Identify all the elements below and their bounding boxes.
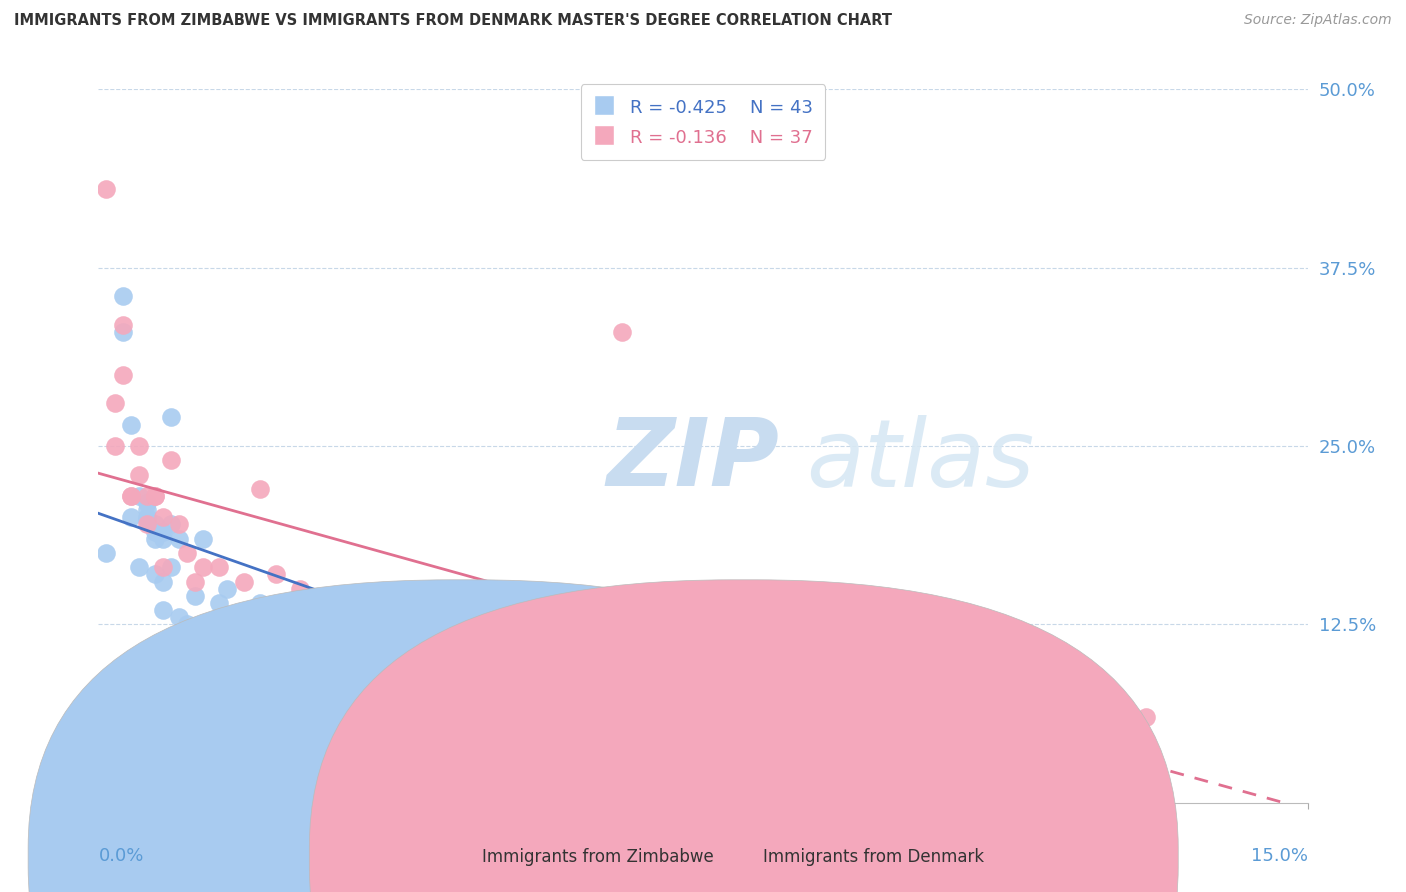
Point — [329, 641, 352, 656]
Text: Immigrants from Zimbabwe: Immigrants from Zimbabwe — [482, 848, 714, 866]
Point — [974, 681, 997, 696]
Text: Source: ZipAtlas.com: Source: ZipAtlas.com — [1244, 13, 1392, 28]
Point — [329, 596, 352, 610]
Point — [288, 582, 311, 596]
Point — [813, 660, 835, 674]
Point — [143, 532, 166, 546]
Point — [135, 503, 157, 517]
Point — [288, 610, 311, 624]
Point — [103, 396, 125, 410]
Point — [143, 524, 166, 539]
Y-axis label: Master's Degree: Master's Degree — [0, 378, 8, 514]
Point — [103, 439, 125, 453]
Point — [135, 513, 157, 527]
Point — [167, 532, 190, 546]
Point — [160, 410, 183, 425]
Text: 15.0%: 15.0% — [1250, 847, 1308, 865]
Point — [232, 574, 254, 589]
Point — [152, 510, 174, 524]
Point — [193, 532, 215, 546]
Point — [450, 624, 472, 639]
Point — [1135, 710, 1157, 724]
Point — [530, 660, 553, 674]
Point — [120, 417, 142, 432]
Point — [135, 496, 157, 510]
Point — [111, 368, 134, 382]
Point — [160, 517, 183, 532]
Point — [571, 674, 593, 689]
Point — [409, 596, 432, 610]
Point — [128, 560, 150, 574]
Point — [370, 656, 392, 670]
Point — [143, 489, 166, 503]
Text: IMMIGRANTS FROM ZIMBABWE VS IMMIGRANTS FROM DENMARK MASTER'S DEGREE CORRELATION : IMMIGRANTS FROM ZIMBABWE VS IMMIGRANTS F… — [14, 13, 891, 29]
Point — [128, 467, 150, 482]
Point — [160, 453, 183, 467]
Point — [184, 589, 207, 603]
Point — [813, 781, 835, 796]
Point — [135, 489, 157, 503]
Point — [491, 681, 513, 696]
Point — [143, 489, 166, 503]
Point — [167, 517, 190, 532]
Point — [409, 660, 432, 674]
Point — [571, 660, 593, 674]
Point — [370, 610, 392, 624]
Point — [208, 560, 231, 574]
Point — [224, 624, 246, 639]
Point — [184, 574, 207, 589]
Text: 0.0%: 0.0% — [98, 847, 143, 865]
Point — [135, 510, 157, 524]
Point — [651, 703, 673, 717]
Legend: R = -0.425    N = 43, R = -0.136    N = 37: R = -0.425 N = 43, R = -0.136 N = 37 — [581, 84, 825, 160]
Point — [120, 489, 142, 503]
Point — [111, 325, 134, 339]
Point — [143, 567, 166, 582]
Point — [176, 546, 198, 560]
Point — [128, 489, 150, 503]
Point — [160, 560, 183, 574]
Point — [111, 289, 134, 303]
Point — [135, 517, 157, 532]
Point — [249, 482, 271, 496]
Point — [491, 660, 513, 674]
Point — [612, 325, 634, 339]
Point — [120, 489, 142, 503]
Point — [176, 617, 198, 632]
Point — [217, 582, 239, 596]
Point — [893, 781, 915, 796]
Point — [208, 596, 231, 610]
Text: atlas: atlas — [806, 415, 1033, 506]
Point — [152, 560, 174, 574]
Point — [264, 567, 287, 582]
Point — [120, 510, 142, 524]
Point — [111, 318, 134, 332]
Point — [143, 517, 166, 532]
Text: Immigrants from Denmark: Immigrants from Denmark — [763, 848, 984, 866]
Point — [152, 532, 174, 546]
Point — [152, 574, 174, 589]
Point — [152, 524, 174, 539]
Point — [249, 596, 271, 610]
Point — [1054, 767, 1077, 781]
Point — [651, 660, 673, 674]
Text: ZIP: ZIP — [606, 414, 779, 507]
Point — [733, 781, 755, 796]
Point — [96, 182, 118, 196]
Point — [167, 610, 190, 624]
Point — [974, 767, 997, 781]
Point — [193, 560, 215, 574]
Point — [152, 603, 174, 617]
Point — [128, 439, 150, 453]
Point — [96, 546, 118, 560]
